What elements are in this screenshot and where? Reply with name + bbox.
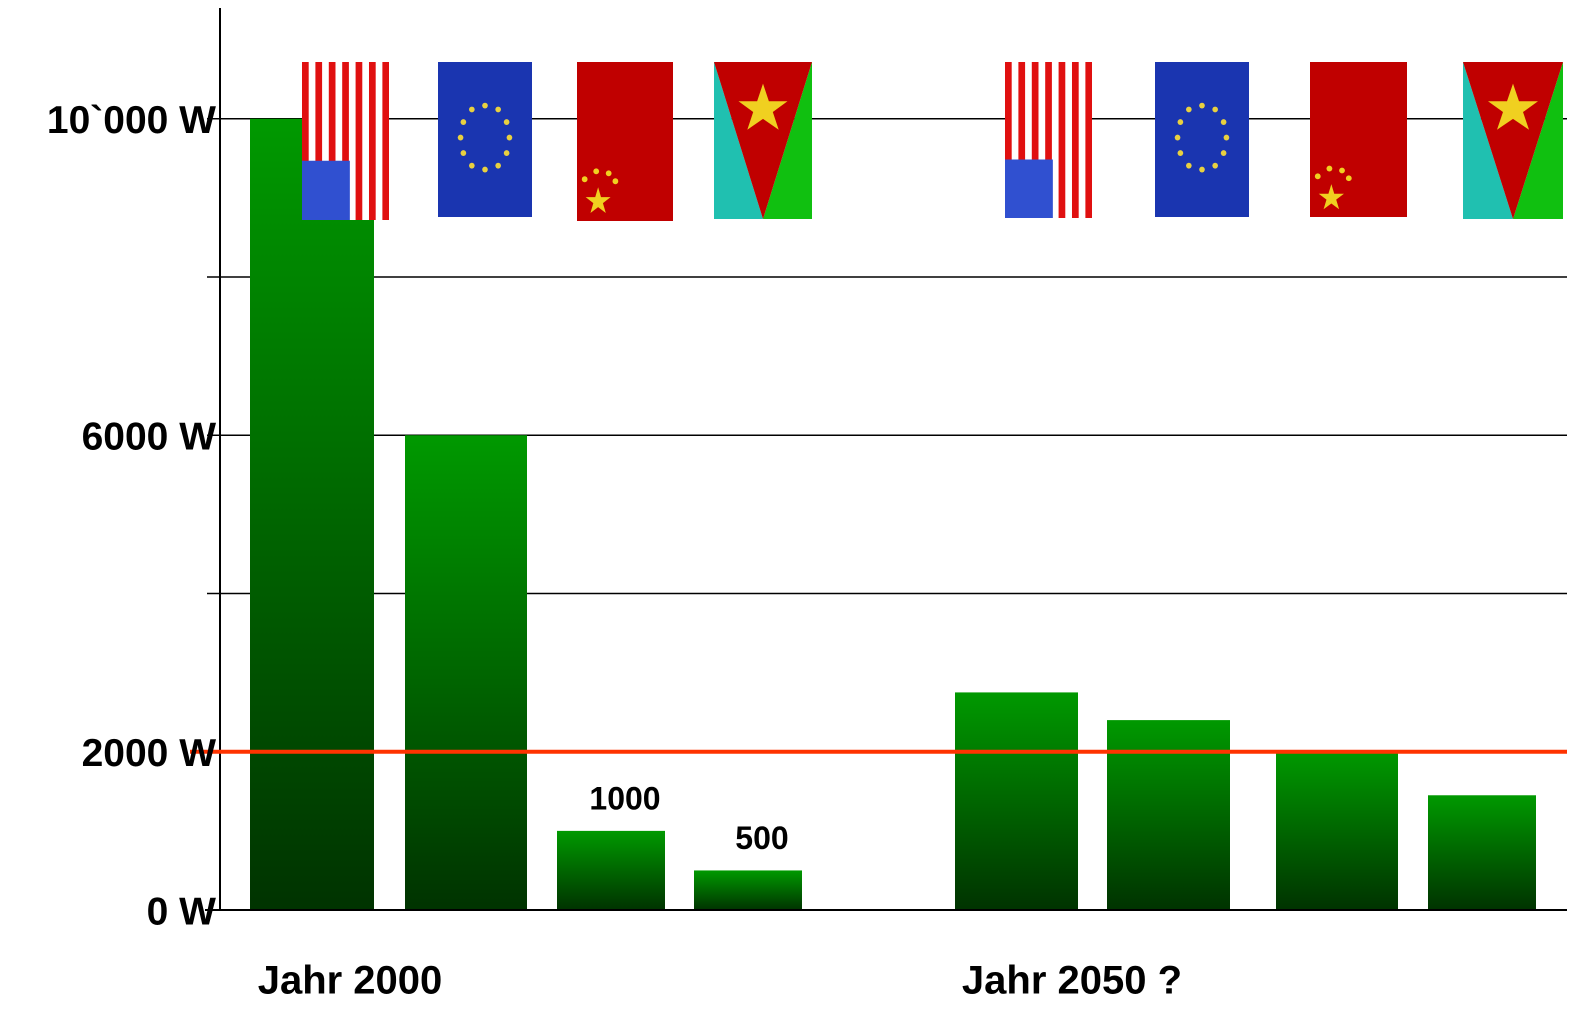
y-tick-label: 0 W: [147, 890, 217, 933]
bar: [1276, 751, 1398, 910]
y-tick-label: 10`000 W: [47, 99, 216, 142]
bar: [1107, 720, 1230, 910]
bar: [250, 118, 374, 911]
value-label: 1000: [589, 780, 660, 816]
bar: [955, 692, 1078, 910]
flag-africa: [714, 62, 812, 219]
flag-eu: [1155, 62, 1249, 217]
bar: [694, 870, 802, 910]
group-label: Jahr 2050 ?: [962, 959, 1182, 1003]
bars: [250, 118, 1536, 911]
y-tick-label: 2000 W: [82, 732, 217, 775]
flag-china: [1310, 62, 1407, 217]
flag-china: [577, 62, 673, 221]
bar: [405, 435, 527, 910]
flag-eu: [438, 62, 532, 217]
group-label: Jahr 2000: [258, 959, 443, 1003]
bar: [1428, 795, 1536, 910]
flag-usa: [1005, 62, 1092, 218]
flags: [302, 62, 1563, 221]
bar: [557, 830, 665, 910]
flag-usa: [302, 62, 389, 220]
y-tick-label: 6000 W: [82, 416, 217, 459]
value-label: 500: [735, 820, 788, 856]
flag-africa: [1463, 62, 1563, 219]
labels: 0 W 2000 W 6000 W 10`000 W 1000 500 Jahr 2000 J…: [47, 99, 1182, 1002]
